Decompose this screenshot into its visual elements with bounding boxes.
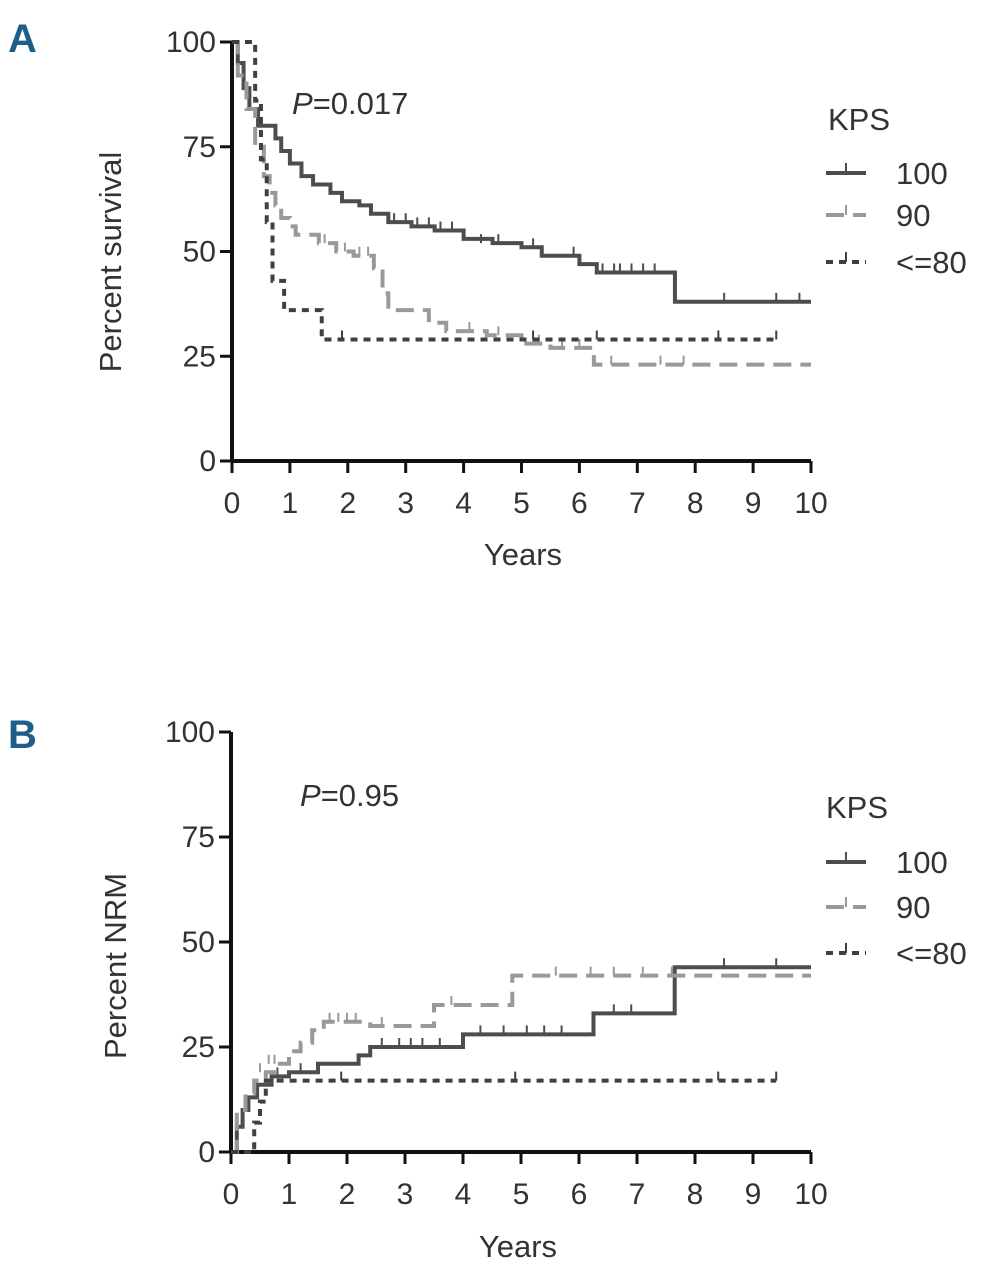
panel-a-series-line-3: [232, 40, 777, 342]
panel-b-y-tick-label: 100: [165, 716, 215, 749]
panel-a-axes: 0 25 50 75 100 0 1 2 3 4 5 6 7 8 9 10: [166, 26, 828, 520]
panel-b-x-tick-label: 0: [223, 1178, 240, 1211]
panel-b-y-tick-label: 75: [182, 821, 215, 854]
panel-b-series-line-2: [231, 973, 811, 1154]
panel-b-x-tick-label: 9: [745, 1178, 762, 1211]
panel-b-legend-label-2: 90: [896, 890, 930, 925]
panel-b-y-tick-label: 50: [182, 926, 215, 959]
panel-a-x-tick-label: 7: [629, 487, 646, 520]
panel-a-p-prefix: P: [292, 86, 313, 121]
panel-a-series-line-2: [232, 40, 811, 367]
panel-b: B P=0.95 Years Percent NRM KPS 025507510…: [8, 713, 967, 1264]
panel-a-series: [232, 40, 811, 367]
panel-b-letter: B: [8, 713, 37, 757]
panel-b-legend-label-3: <=80: [896, 936, 967, 971]
panel-a-y-tick-label: 25: [183, 340, 216, 373]
panel-a-legend-label-1: 100: [896, 156, 948, 191]
panel-b-x-tick-label: 1: [281, 1178, 298, 1211]
panel-a-x-tick-label: 10: [794, 487, 827, 520]
panel-b-y-tick-label: 25: [182, 1031, 215, 1064]
panel-b-axes: 0 25 50 75 100 0 1 2 3 4 5 6 7 8 9 10: [165, 716, 828, 1211]
panel-b-series-line-1: [231, 965, 811, 1154]
panel-a-x-tick-label: 8: [687, 487, 704, 520]
panel-b-x-axis-title: Years: [479, 1229, 557, 1264]
panel-a-y-tick-label: 75: [183, 131, 216, 164]
panel-a-y-tick-label: 50: [183, 236, 216, 269]
panel-a-x-tick-label: 5: [513, 487, 530, 520]
panel-a-x-tick-label: 6: [571, 487, 588, 520]
panel-a-x-tick-label: 2: [339, 487, 356, 520]
panel-a-legend-title: KPS: [828, 102, 890, 137]
panel-a-y-tick-label: 100: [166, 26, 216, 59]
panel-a-letter: A: [8, 17, 37, 61]
panel-b-series-line-3: [231, 1078, 777, 1154]
panel-a-y-axis-title: Percent survival: [93, 152, 128, 373]
panel-b-x-tick-label: 7: [629, 1178, 646, 1211]
panel-a-x-tick-label: 1: [282, 487, 299, 520]
panel-b-p-value: P=0.95: [300, 778, 399, 813]
panel-b-p-prefix: P: [300, 778, 321, 813]
panel-b-legend-label-1: 100: [896, 845, 948, 880]
panel-a: A P=0.017 Years Percent survival KPS 025…: [8, 17, 967, 572]
panel-a-p-text: =0.017: [313, 86, 409, 121]
panel-a-x-tick-label: 4: [455, 487, 472, 520]
panel-b-x-tick-label: 3: [397, 1178, 414, 1211]
panel-a-legend: 100 90 <=80: [826, 156, 967, 280]
panel-b-x-tick-label: 5: [513, 1178, 530, 1211]
panel-a-y-tick-label: 0: [199, 445, 216, 478]
panel-a-x-axis-title: Years: [484, 537, 562, 572]
panel-a-x-tick-label: 9: [745, 487, 762, 520]
panel-a-series-line-1: [232, 40, 811, 304]
panel-b-legend-title: KPS: [826, 790, 888, 825]
panel-a-x-tick-label: 3: [397, 487, 414, 520]
panel-b-series: [231, 958, 811, 1154]
panel-b-legend: 100 90 <=80: [826, 845, 967, 971]
panel-a-p-value: P=0.017: [292, 86, 408, 121]
panel-a-legend-label-3: <=80: [896, 245, 967, 280]
panel-b-x-tick-label: 10: [794, 1178, 827, 1211]
panel-b-p-text: =0.95: [321, 778, 399, 813]
panel-b-x-tick-label: 8: [687, 1178, 704, 1211]
panel-b-y-tick-label: 0: [198, 1136, 215, 1169]
panel-b-x-tick-label: 6: [571, 1178, 588, 1211]
panel-a-legend-label-2: 90: [896, 198, 930, 233]
panel-a-x-tick-label: 0: [224, 487, 241, 520]
panel-b-x-tick-label: 4: [455, 1178, 472, 1211]
panel-b-x-tick-label: 2: [339, 1178, 356, 1211]
panel-b-y-axis-title: Percent NRM: [98, 873, 133, 1059]
